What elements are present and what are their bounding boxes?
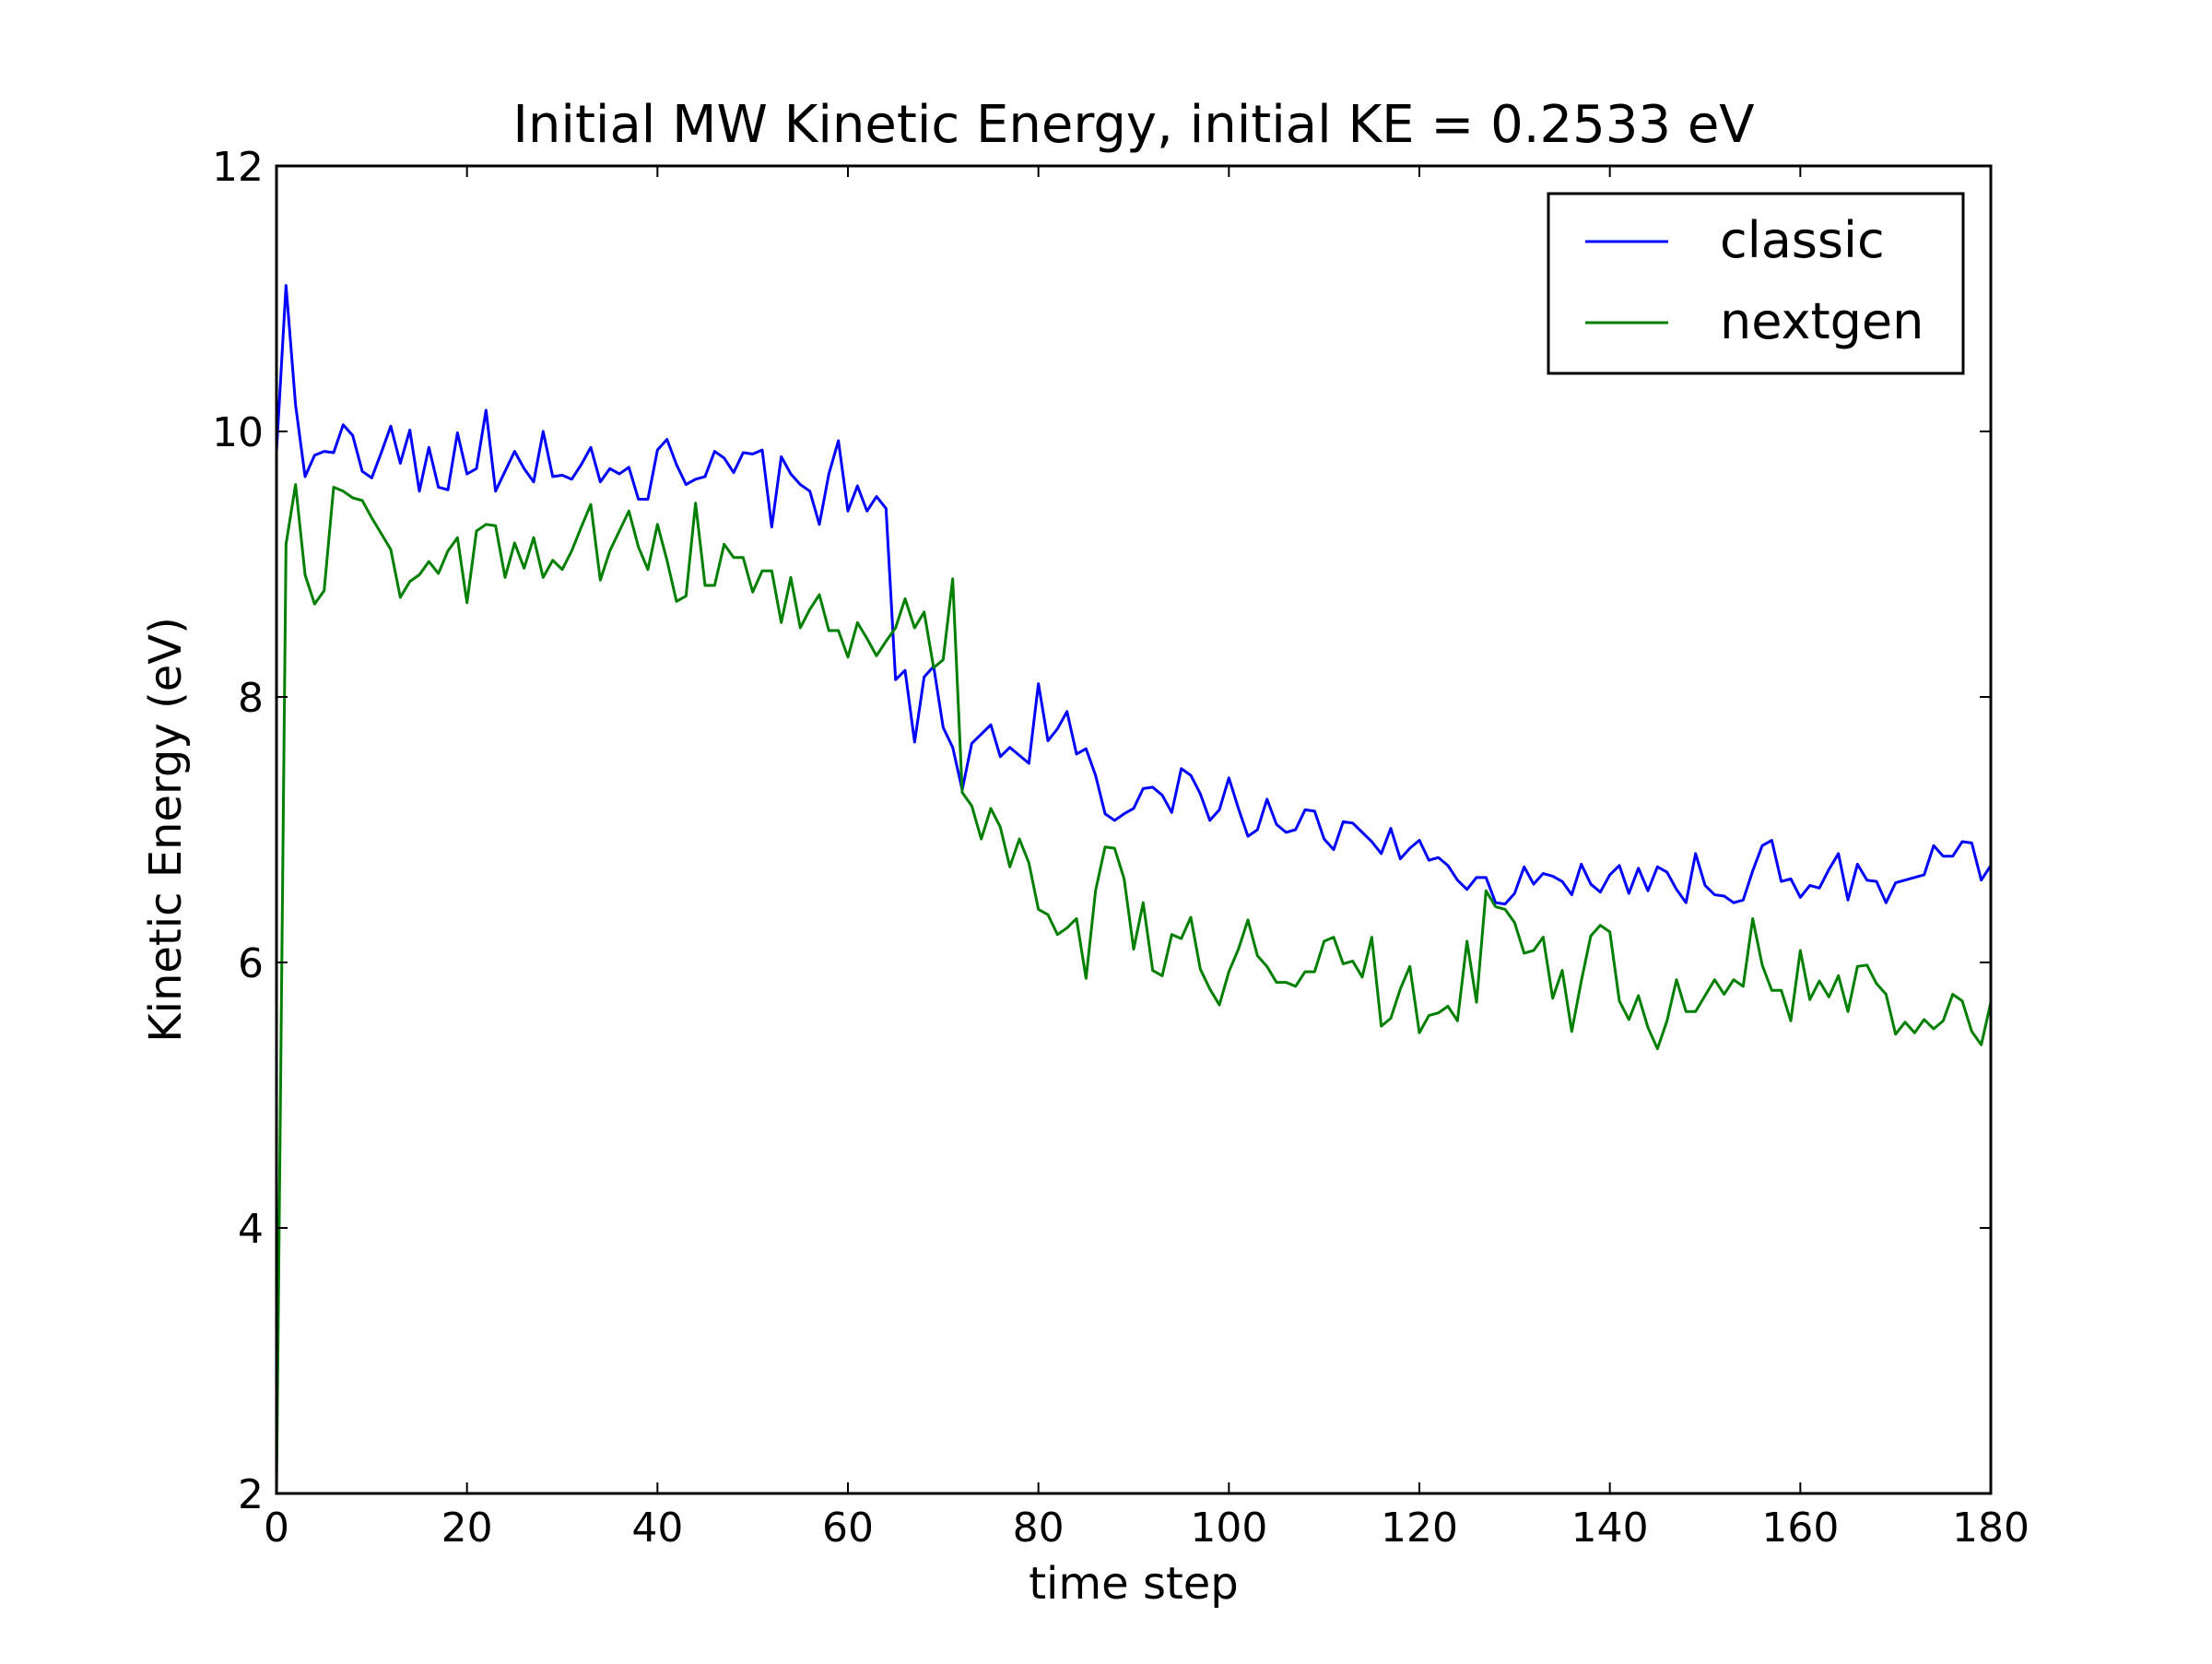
x-tick-label: 120: [1381, 1505, 1458, 1552]
y-tick-label: 6: [238, 940, 264, 987]
legend-label-classic: classic: [1720, 211, 1885, 269]
chart-title: Initial MW Kinetic Energy, initial KE = …: [512, 95, 1754, 155]
x-tick-label: 60: [822, 1505, 874, 1552]
y-tick-label: 4: [238, 1206, 264, 1253]
x-tick-label: 160: [1761, 1505, 1839, 1552]
x-tick-label: 100: [1190, 1505, 1267, 1552]
y-tick-label: 2: [238, 1471, 264, 1518]
x-tick-label: 0: [264, 1505, 289, 1552]
legend-box: [1547, 192, 1965, 375]
plot-area: [276, 166, 1991, 1493]
axes-frame: [275, 164, 1993, 1495]
x-tick-label: 80: [1013, 1505, 1065, 1552]
x-tick-label: 20: [441, 1505, 493, 1552]
x-tick-label: 140: [1571, 1505, 1649, 1552]
y-axis-label: Kinetic Energy (eV): [140, 617, 192, 1043]
y-tick-label: 10: [212, 409, 264, 456]
x-tick-label: 40: [631, 1505, 683, 1552]
tick-layer: 0 20 40 60 80 100 120 140 160 180 2 4 6 8 10 12: [212, 144, 2030, 1552]
x-tick-label: 180: [1952, 1505, 2030, 1552]
y-tick-label: 8: [238, 675, 264, 722]
x-axis-label: time step: [1029, 1558, 1239, 1610]
legend: classic nextgen: [1547, 192, 1965, 375]
y-tick-label: 12: [212, 144, 264, 191]
series-layer: [275, 284, 1993, 1494]
series-line-classic: [275, 284, 1993, 906]
series-line-nextgen: [275, 483, 1993, 1494]
legend-label-nextgen: nextgen: [1720, 292, 1924, 350]
